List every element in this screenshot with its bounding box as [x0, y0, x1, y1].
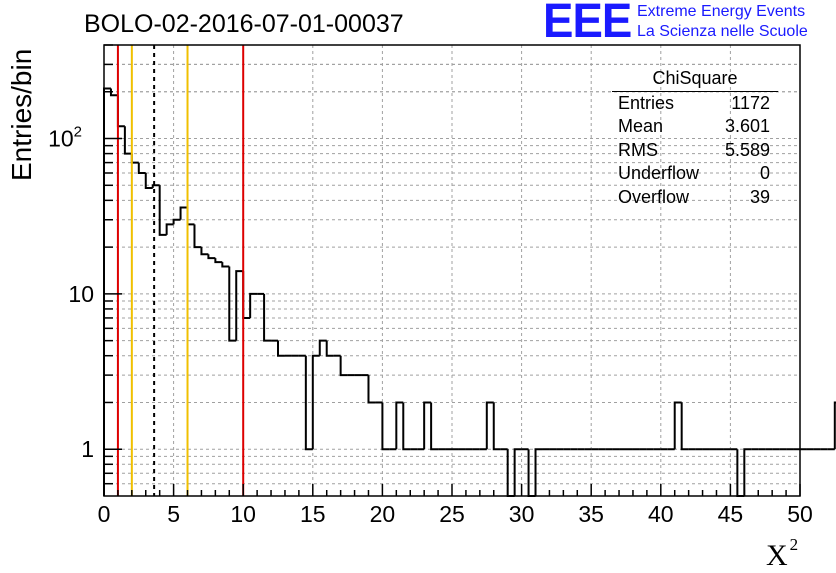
- stats-title: ChiSquare: [612, 68, 778, 92]
- stats-value: 39: [749, 186, 770, 207]
- histogram-bin: [318, 339, 327, 356]
- histogram-bin: [395, 401, 404, 450]
- x-tick-label: 20: [370, 501, 396, 527]
- stats-label: Underflow: [618, 163, 700, 184]
- logo-line-2: La Scienza nelle Scuole: [637, 23, 808, 40]
- histogram-bin: [743, 448, 752, 496]
- histogram-bin: [144, 172, 153, 190]
- histogram-bin: [339, 355, 348, 377]
- stats-row: Entries 1172: [612, 92, 778, 115]
- stats-value: 1172: [731, 93, 770, 113]
- x-tick-label: 25: [439, 501, 465, 527]
- histogram-bin: [193, 224, 202, 249]
- stats-value: 0: [759, 163, 770, 184]
- histogram-bin: [402, 402, 411, 451]
- x-axis-label-exponent: 2: [789, 535, 799, 554]
- histogram-bin: [137, 162, 146, 174]
- stats-row: Mean 3.601: [612, 115, 778, 138]
- y-tick-label: 1: [81, 436, 94, 462]
- stats-box: ChiSquare Entries 1172 Mean 3.601 RMS 5.589…: [612, 68, 778, 209]
- histogram-bin: [123, 126, 132, 155]
- reference-lines: [116, 45, 245, 496]
- histogram-bin: [534, 448, 543, 496]
- histogram-bin: [485, 401, 494, 450]
- stats-value: 3.601: [724, 116, 770, 137]
- y-tick-label: 102: [48, 124, 82, 152]
- histogram-bin: [186, 207, 195, 226]
- x-tick-label: 5: [167, 501, 180, 527]
- histogram-bin: [242, 271, 251, 319]
- histogram-bin: [151, 184, 160, 189]
- histogram-bin: [263, 293, 272, 342]
- stats-label: Mean: [618, 116, 664, 137]
- histogram-bin: [304, 355, 313, 451]
- histogram-bin: [103, 87, 111, 496]
- histogram-bin: [179, 206, 188, 220]
- stats-row: Underflow 0: [612, 162, 778, 185]
- histogram-bin: [430, 402, 439, 451]
- logo-mark: EEE: [543, 0, 632, 48]
- stats-value: 5.589: [724, 139, 770, 160]
- histogram-bin: [172, 218, 181, 225]
- histogram-bin: [214, 258, 223, 264]
- histogram-bin: [130, 153, 139, 164]
- y-tick-exponent: 2: [74, 124, 82, 141]
- stats-label: Entries: [618, 93, 675, 113]
- x-tick-label: 30: [509, 501, 535, 527]
- x-axis-label-text: X: [766, 539, 788, 572]
- stats-label: RMS: [618, 139, 658, 160]
- histogram-bin: [367, 375, 376, 404]
- histogram-bin: [200, 247, 209, 256]
- histogram-bin: [165, 223, 174, 235]
- histogram-bin: [492, 402, 501, 451]
- x-tick-label: 15: [300, 501, 326, 527]
- histogram-bin: [207, 254, 216, 260]
- x-tick-label: 10: [230, 501, 256, 527]
- axis-ticks: [103, 44, 801, 496]
- histogram-bin: [228, 266, 237, 342]
- stats-row: RMS 5.589: [612, 139, 778, 162]
- chart-title: BOLO-02-2016-07-01-00037: [84, 10, 404, 38]
- grid: [104, 45, 800, 496]
- x-tick-label: 0: [98, 501, 111, 527]
- histogram-bin: [311, 354, 320, 450]
- stats-label: Overflow: [618, 186, 690, 207]
- histogram-bin: [109, 88, 118, 97]
- x-tick-label: 35: [578, 501, 604, 527]
- histogram-bin: [221, 262, 230, 268]
- histogram-bin: [381, 402, 390, 451]
- x-tick-label: 50: [787, 501, 813, 527]
- histogram-bin: [116, 95, 125, 128]
- histogram-bin: [680, 402, 689, 451]
- x-tick-label: 40: [648, 501, 674, 527]
- x-tick-label: 45: [718, 501, 744, 527]
- histogram-bin: [833, 401, 836, 450]
- histogram-bin: [249, 292, 258, 318]
- histogram-bin: [235, 270, 244, 341]
- histogram-bin: [673, 401, 682, 450]
- logo-line-1: Extreme Energy Events: [637, 3, 806, 20]
- histogram-bin: [277, 340, 285, 357]
- y-tick-label: 10: [68, 281, 94, 307]
- histogram-bin: [158, 185, 167, 236]
- histogram-bin: [513, 448, 522, 496]
- histogram-bin: [423, 401, 432, 450]
- histogram-bin: [325, 340, 334, 357]
- y-axis-label: Entries/bin: [6, 48, 37, 181]
- stats-row: Overflow 39: [612, 186, 778, 209]
